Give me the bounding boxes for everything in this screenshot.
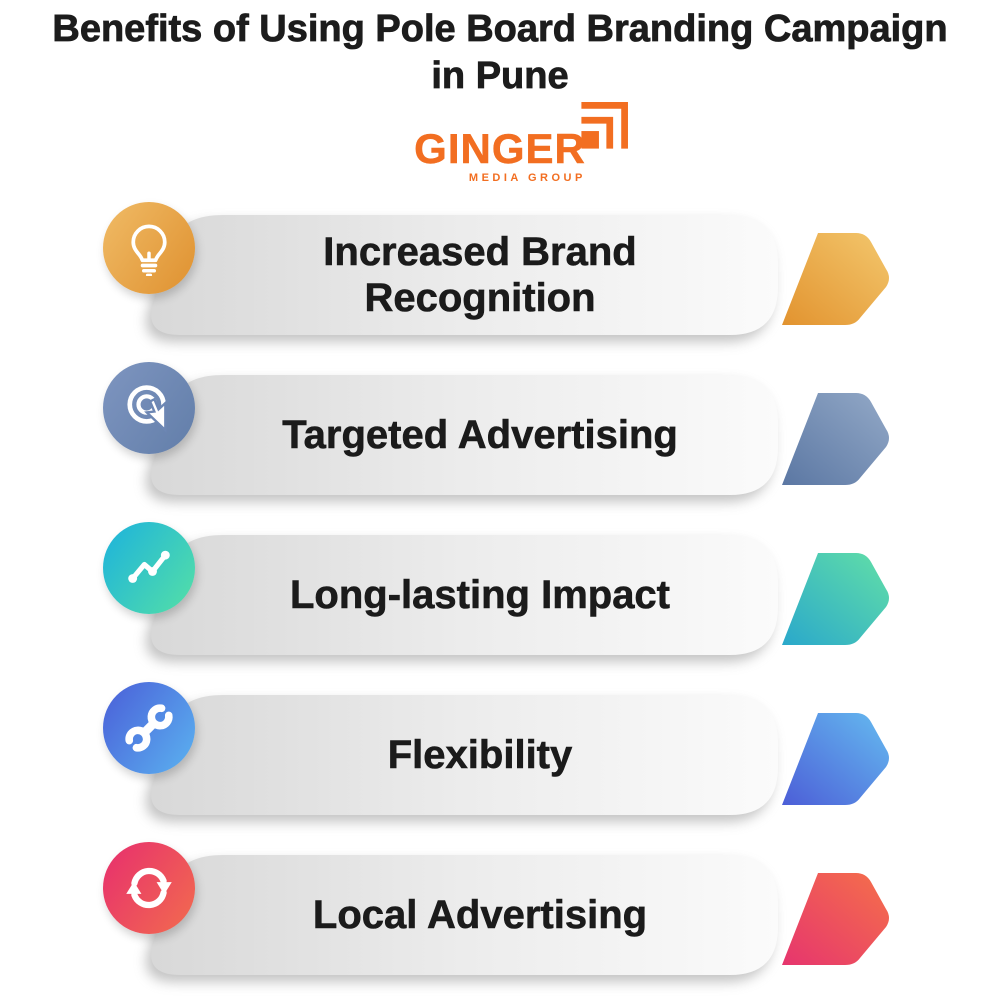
benefit-label: Local Advertising	[150, 855, 810, 975]
benefit-bar	[151, 695, 778, 815]
benefit-row-increased-brand-recognition: Increased Brand Recognition	[0, 200, 1000, 360]
line-chart-icon	[128, 550, 170, 583]
page-title-line1: Benefits of Using Pole Board Branding Ca…	[52, 8, 948, 51]
benefit-icon-circle	[103, 522, 195, 614]
lightbulb-icon	[131, 224, 167, 276]
logo-inner: GINGER MEDIA GROUP	[414, 102, 628, 184]
benefit-bar	[151, 375, 778, 495]
benefit-icon-circle	[103, 842, 195, 934]
benefit-label-text: Targeted Advertising	[282, 413, 678, 458]
benefit-bar	[151, 855, 778, 975]
benefit-row-targeted-advertising: Targeted Advertising	[0, 360, 1000, 520]
benefit-icon-circle	[103, 202, 195, 294]
benefit-label-text: Long-lasting Impact	[290, 573, 671, 618]
benefit-label-text: Increased Brand Recognition	[323, 230, 637, 321]
nested-corner-squares-icon	[581, 102, 628, 149]
benefit-row-local-advertising: Local Advertising	[0, 840, 1000, 1000]
benefit-row-long-lasting-impact: Long-lasting Impact	[0, 520, 1000, 680]
benefit-row-flexibility: Flexibility	[0, 680, 1000, 840]
benefit-bar	[151, 215, 778, 335]
benefits-list: Increased Brand Recognition Targeted Adv…	[0, 200, 1000, 1000]
benefit-label-text: Local Advertising	[312, 893, 648, 938]
benefit-label: Targeted Advertising	[150, 375, 810, 495]
benefit-label-text: Flexibility	[387, 733, 573, 778]
logo-tagline: MEDIA GROUP	[468, 172, 586, 184]
page-title-line2: in Pune	[431, 55, 569, 98]
page-title: Benefits of Using Pole Board Branding Ca…	[0, 6, 1000, 100]
benefit-bar	[151, 535, 778, 655]
logo: GINGER MEDIA GROUP	[0, 102, 1000, 186]
benefit-label: Increased Brand Recognition	[150, 215, 810, 335]
benefit-arrow	[782, 713, 889, 805]
benefit-label: Flexibility	[150, 695, 810, 815]
benefit-icon-circle	[103, 362, 195, 454]
wrench-icon	[125, 704, 173, 752]
refresh-icon	[126, 867, 172, 909]
benefit-icon-circle	[103, 682, 195, 774]
logo-name: GINGER	[414, 125, 586, 172]
benefit-label: Long-lasting Impact	[150, 535, 810, 655]
benefit-arrow	[782, 393, 889, 485]
target-cursor-icon	[127, 385, 167, 433]
benefit-arrow	[782, 873, 889, 965]
benefit-arrow	[782, 553, 889, 645]
benefit-arrow	[782, 233, 889, 325]
